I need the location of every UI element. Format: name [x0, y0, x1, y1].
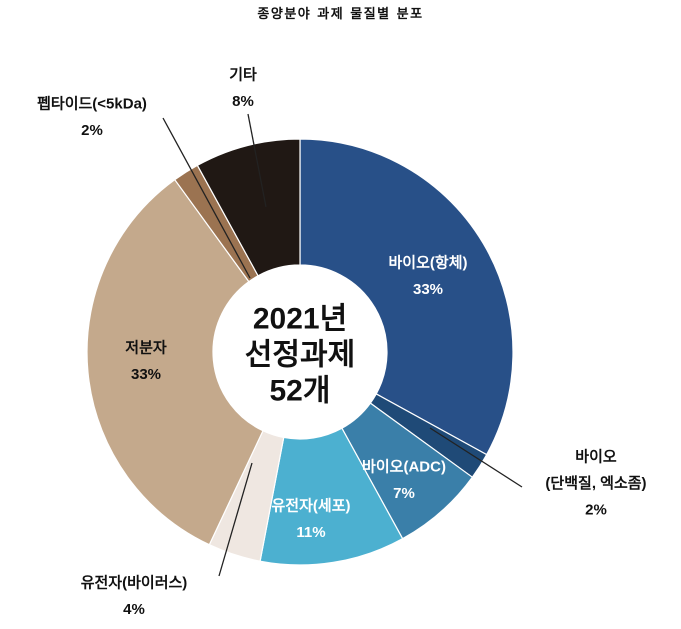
- chart-title: 종양분야 과제 물질별 분포: [257, 7, 424, 22]
- slice-bio-antibody: [299, 138, 514, 456]
- slice-label-other-value: 8%: [232, 93, 254, 110]
- slice-label-gene-virus-value: 4%: [123, 601, 145, 618]
- slice-other: [196, 138, 301, 277]
- slice-gene-cell: [259, 427, 404, 566]
- slice-label-bio-protein-exosome-name-1: 바이오: [575, 448, 617, 466]
- slice-label-peptide-value: 2%: [81, 122, 103, 139]
- slice-label-bio-antibody-value: 33%: [413, 281, 443, 298]
- slice-label-small-molecule-name-1: 저분자: [125, 340, 167, 357]
- leader-line-gene-virus: [218, 462, 253, 577]
- slice-label-other-name-1: 기타: [229, 67, 257, 84]
- slice-label-bio-protein-exosome-name-2: (단백질, 엑소좀): [545, 474, 646, 492]
- leader-line-group: [162, 113, 523, 577]
- center-line-count: 52개: [270, 375, 331, 408]
- center-line-year: 2021년: [253, 303, 347, 336]
- slice-small-molecule: [86, 178, 264, 546]
- slice-label-gene-cell-name-1: 유전자(세포): [272, 498, 351, 515]
- slice-label-gene-virus-name-1: 유전자(바이러스): [81, 574, 188, 592]
- slice-label-bio-adc-value: 7%: [393, 485, 415, 502]
- slice-label-bio-adc-name-1: 바이오(ADC): [362, 458, 446, 476]
- slice-label-gene-cell-value: 11%: [296, 524, 325, 541]
- center-line-caption: 선정과제: [245, 339, 355, 372]
- slice-label-group: 바이오(항체) 33% 바이오 (단백질, 엑소좀) 2% 바이오(ADC) 7% 유전자(세…: [37, 67, 646, 619]
- slice-label-bio-protein-exosome-value: 2%: [585, 502, 607, 519]
- center-label: 2021년 선정과제 52개: [245, 303, 355, 408]
- slice-label-peptide-name-1: 펩타이드(<5kDa): [37, 95, 147, 113]
- leader-line-bio-protein-exosome: [429, 427, 523, 488]
- slice-label-bio-antibody-name-1: 바이오(항체): [389, 254, 468, 272]
- slice-group: [86, 138, 514, 566]
- leader-line-peptide: [162, 117, 251, 279]
- leader-line-other: [247, 113, 267, 208]
- slice-label-small-molecule-value: 33%: [131, 366, 161, 383]
